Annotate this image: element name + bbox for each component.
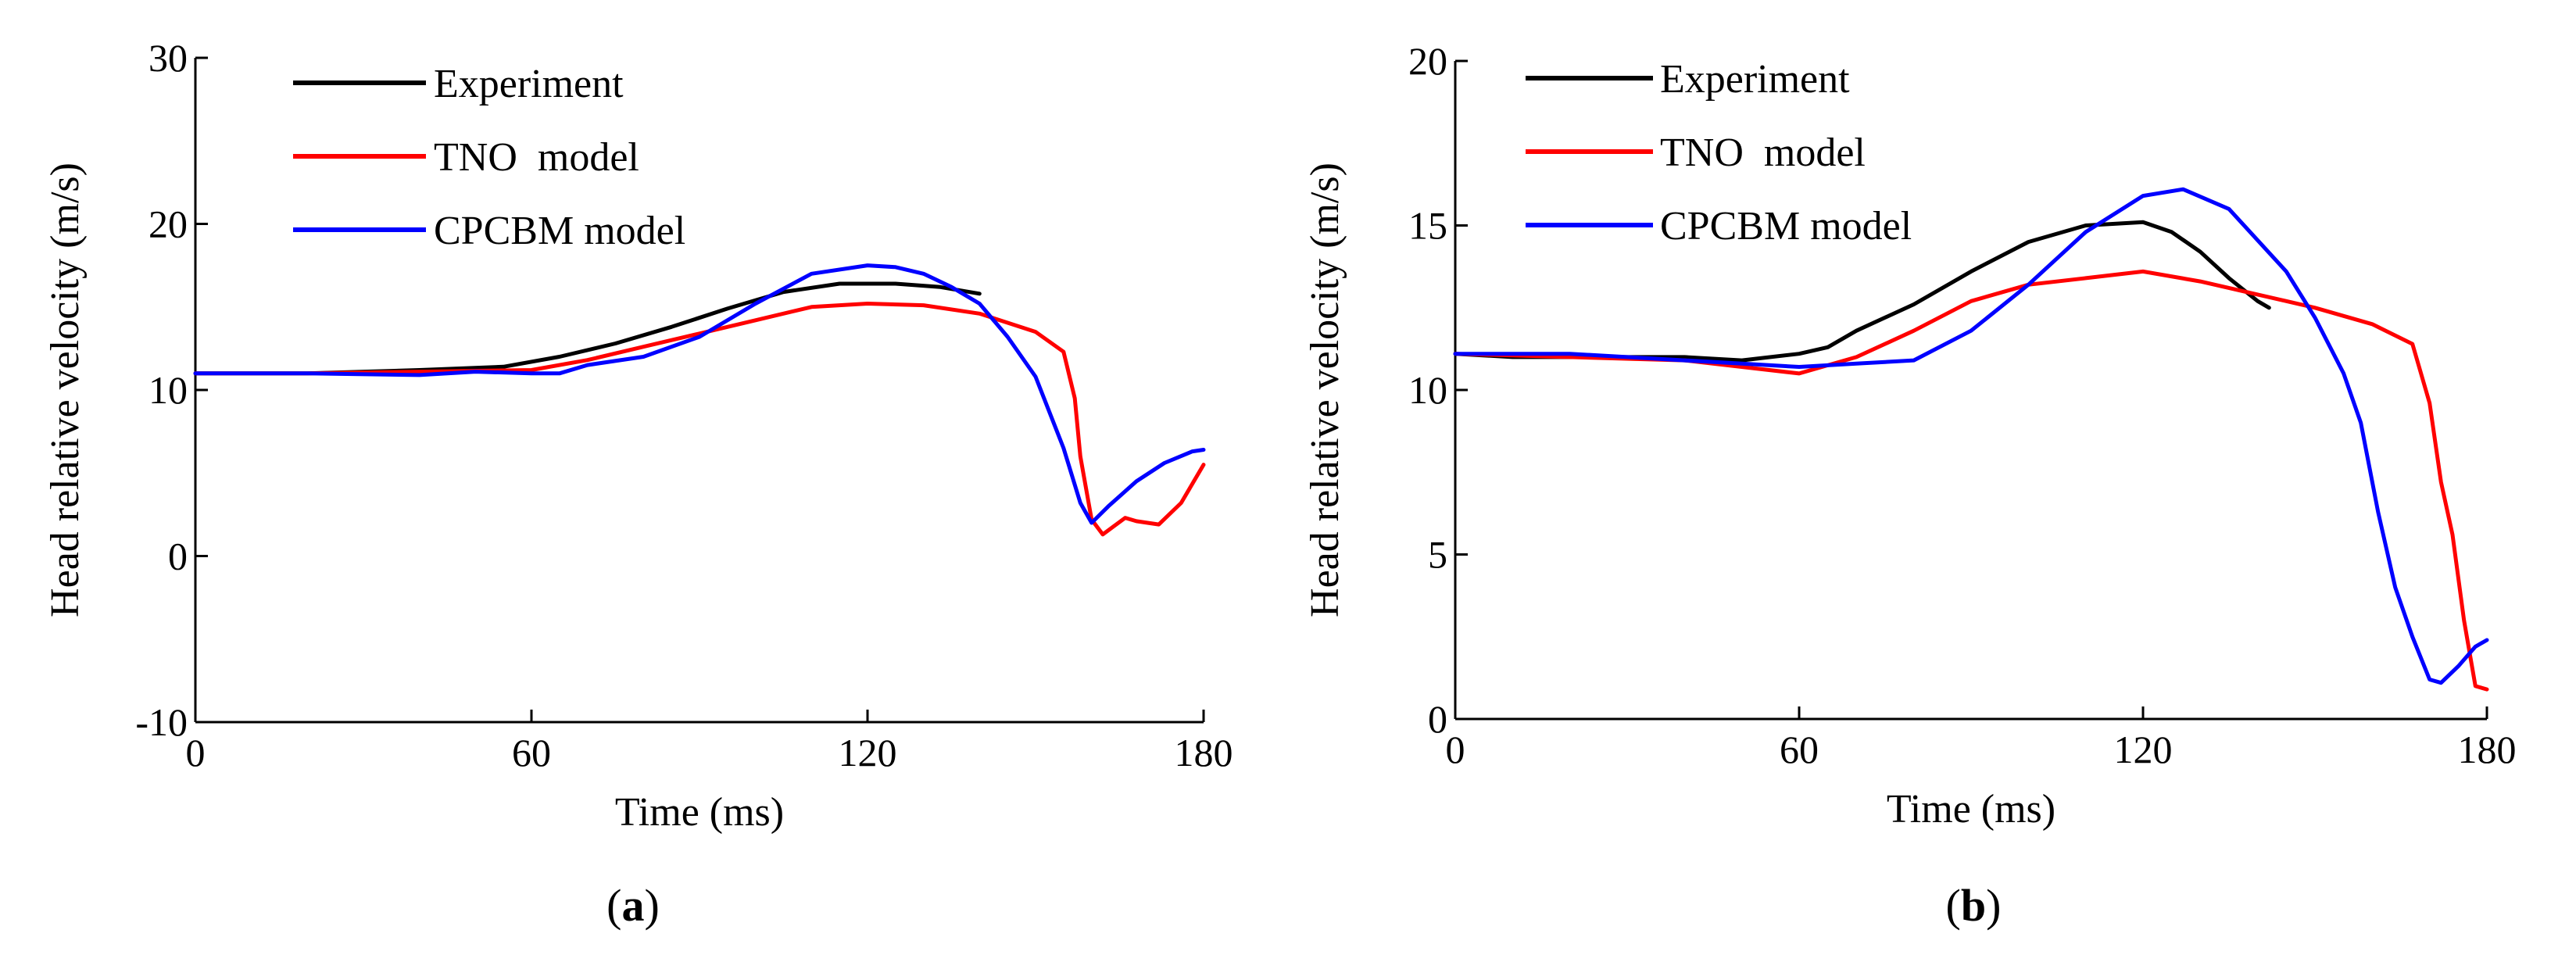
x-axis-title: Time (ms) (615, 790, 784, 835)
legend-label: TNO model (1660, 131, 1866, 175)
x-tick-label: 120 (839, 731, 897, 774)
panel-letter: b (1961, 880, 1986, 931)
y-tick-label: 5 (1428, 533, 1447, 577)
legend-label: Experiment (434, 62, 624, 106)
legend-label: CPCBM model (434, 209, 685, 253)
y-axis-title: Head relative velocity (m/s) (1303, 163, 1347, 617)
x-tick-label: 0 (1446, 728, 1465, 771)
y-tick-label: -10 (135, 700, 188, 744)
y-tick-label: 15 (1408, 204, 1447, 248)
legend-label: TNO model (434, 135, 639, 180)
series-line-tno-model (193, 302, 1206, 537)
panel-label: (b) (1946, 880, 2002, 931)
panel-letter: a (622, 880, 645, 931)
series-line-tno-model (1453, 269, 2489, 692)
panel-label: (a) (606, 880, 660, 931)
y-tick-label: 20 (148, 202, 188, 246)
x-tick-label: 60 (512, 731, 551, 774)
x-tick-label: 180 (2458, 728, 2517, 771)
y-tick-label: 10 (148, 368, 188, 412)
x-axis-title: Time (ms) (1887, 787, 2055, 832)
series-line-cpcbm-model (193, 263, 1206, 525)
x-tick-label: 0 (186, 731, 206, 774)
legend-label: CPCBM model (1660, 204, 1912, 249)
x-tick-label: 60 (1780, 728, 1819, 771)
y-tick-label: 0 (168, 535, 188, 578)
y-tick-label: 30 (148, 36, 188, 80)
y-tick-label: 20 (1408, 39, 1447, 83)
y-tick-label: 10 (1408, 368, 1447, 412)
y-axis-title: Head relative velocity (m/s) (43, 163, 88, 617)
x-tick-label: 180 (1175, 731, 1233, 774)
chart-panel-b: 0 5 10 15 20 0 60 120 180 Time (ms) Head relative … (1303, 39, 2517, 931)
series-line-cpcbm-model (1453, 187, 2489, 685)
y-tick-label: 0 (1428, 697, 1447, 741)
x-tick-label: 120 (2114, 728, 2173, 771)
legend-label: Experiment (1660, 57, 1850, 102)
